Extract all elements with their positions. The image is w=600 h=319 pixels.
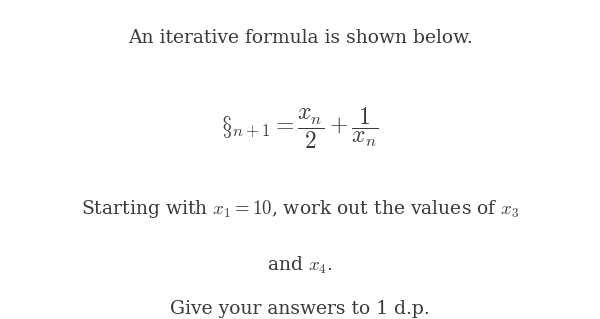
Text: An iterative formula is shown below.: An iterative formula is shown below. bbox=[128, 29, 472, 47]
Text: $\mathcal{x}_{n+1} = \dfrac{x_n}{2} + \dfrac{1}{x_n}$: $\mathcal{x}_{n+1} = \dfrac{x_n}{2} + \d… bbox=[221, 105, 379, 151]
Text: Give your answers to 1 d.p.: Give your answers to 1 d.p. bbox=[170, 300, 430, 318]
Text: Starting with $x_1 = 10$, work out the values of $x_3$: Starting with $x_1 = 10$, work out the v… bbox=[81, 198, 519, 220]
Text: and $x_4$.: and $x_4$. bbox=[267, 255, 333, 276]
